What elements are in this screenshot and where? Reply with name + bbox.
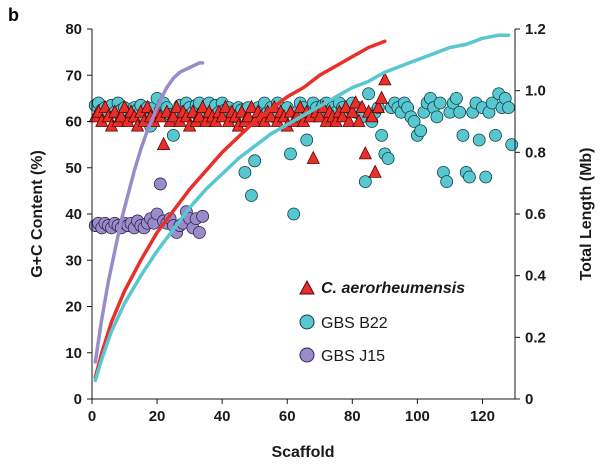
x-tick-label: 80 bbox=[344, 408, 361, 425]
point-gbs-b22 bbox=[248, 154, 262, 168]
y-tick-label: 80 bbox=[65, 21, 82, 38]
point-gbs-b22 bbox=[238, 165, 252, 179]
x-axis-title: Scaffold bbox=[271, 444, 334, 461]
data-points bbox=[88, 71, 519, 239]
point-gbs-b22 bbox=[375, 128, 388, 142]
point-c-aerorheumensis bbox=[244, 99, 259, 114]
point-c-aerorheumensis bbox=[241, 108, 255, 123]
point-gbs-b22 bbox=[407, 115, 421, 128]
cumulative-line-c-aerorheumensis bbox=[93, 39, 387, 380]
legend-marker-gbs-j15 bbox=[299, 347, 315, 363]
point-c-aerorheumensis bbox=[293, 99, 307, 114]
point-gbs-b22 bbox=[463, 170, 476, 184]
y-tick-label: 0 bbox=[74, 391, 82, 408]
point-c-aerorheumensis bbox=[166, 108, 180, 123]
cumulative-lines bbox=[93, 33, 511, 383]
point-gbs-b22 bbox=[450, 91, 463, 105]
x-ticks: 0 20 40 60 80 100 120 bbox=[88, 399, 495, 425]
y2-ticks: 0 0.2 0.4 0.6 0.8 1.0 1.2 bbox=[515, 21, 547, 408]
point-gbs-j15 bbox=[153, 177, 167, 191]
point-gbs-b22 bbox=[433, 96, 447, 110]
point-gbs-b22 bbox=[362, 87, 375, 101]
x-tick-label: 0 bbox=[88, 408, 96, 425]
point-c-aerorheumensis bbox=[378, 71, 392, 86]
y-axis-title: G+C Content (%) bbox=[29, 150, 46, 278]
point-c-aerorheumensis bbox=[264, 108, 278, 123]
point-c-aerorheumensis bbox=[374, 90, 389, 104]
legend-marker-c-aerorheumensis bbox=[299, 279, 315, 295]
point-gbs-b22 bbox=[453, 105, 467, 119]
point-c-aerorheumensis bbox=[192, 108, 207, 123]
y-ticks: 0 10 20 30 40 50 60 70 80 bbox=[65, 21, 92, 408]
point-gbs-b22 bbox=[358, 175, 372, 189]
point-c-aerorheumensis bbox=[117, 99, 132, 114]
point-gbs-b22 bbox=[502, 101, 515, 115]
point-c-aerorheumensis bbox=[306, 150, 320, 164]
point-gbs-b22 bbox=[440, 175, 454, 189]
point-c-aerorheumensis bbox=[169, 99, 184, 114]
x-tick-label: 100 bbox=[405, 408, 430, 425]
y2-tick-label: 0 bbox=[525, 391, 533, 408]
point-c-aerorheumensis bbox=[342, 113, 356, 127]
point-c-aerorheumensis bbox=[352, 113, 366, 127]
point-c-aerorheumensis bbox=[218, 99, 233, 114]
point-c-aerorheumensis bbox=[358, 145, 372, 160]
cumulative-line-gbs-b22 bbox=[93, 33, 511, 383]
point-c-aerorheumensis bbox=[339, 99, 353, 114]
x-tick-label: 40 bbox=[214, 408, 231, 425]
point-gbs-b22 bbox=[287, 207, 301, 221]
y-tick-label: 60 bbox=[65, 114, 82, 131]
point-gbs-b22 bbox=[381, 152, 395, 165]
point-gbs-b22 bbox=[430, 110, 444, 124]
x-tick-label: 120 bbox=[470, 408, 495, 425]
y2-tick-label: 1.0 bbox=[525, 83, 546, 100]
point-gbs-b22 bbox=[489, 128, 502, 142]
point-gbs-b22 bbox=[166, 128, 180, 142]
y2-tick-label: 1.2 bbox=[525, 21, 546, 38]
y-tick-label: 70 bbox=[65, 67, 82, 84]
point-gbs-b22 bbox=[505, 138, 519, 152]
point-gbs-b22 bbox=[479, 170, 493, 184]
point-gbs-b22 bbox=[300, 133, 314, 147]
point-gbs-b22 bbox=[245, 189, 258, 202]
point-c-aerorheumensis bbox=[156, 136, 171, 151]
point-c-aerorheumensis bbox=[365, 108, 379, 123]
point-c-aerorheumensis bbox=[345, 104, 359, 118]
y2-axis-title: Total Length (Mb) bbox=[578, 148, 595, 281]
y2-tick-label: 0.4 bbox=[525, 268, 547, 285]
y-tick-label: 10 bbox=[65, 345, 82, 362]
y-tick-label: 20 bbox=[65, 299, 82, 316]
panel-label: b bbox=[8, 5, 19, 25]
point-gbs-j15 bbox=[192, 226, 206, 239]
point-c-aerorheumensis bbox=[335, 108, 350, 123]
point-c-aerorheumensis bbox=[348, 95, 363, 109]
legend-label-gbs-b22: GBS B22 bbox=[321, 315, 388, 332]
point-gbs-b22 bbox=[414, 124, 428, 138]
point-gbs-j15 bbox=[196, 209, 210, 223]
cumulative-line-gbs-j15 bbox=[93, 61, 205, 364]
y2-tick-label: 0.6 bbox=[525, 206, 546, 223]
point-c-aerorheumensis bbox=[355, 99, 369, 114]
legend: C. aerorheumensis GBS B22 GBS J15 bbox=[299, 279, 465, 365]
legend-label-gbs-j15: GBS J15 bbox=[321, 348, 385, 365]
point-gbs-b22 bbox=[456, 128, 470, 142]
legend-marker-gbs-b22 bbox=[299, 314, 315, 330]
point-gbs-b22 bbox=[284, 147, 297, 161]
y2-tick-label: 0.2 bbox=[525, 329, 546, 346]
x-tick-label: 60 bbox=[279, 408, 296, 425]
x-tick-label: 20 bbox=[149, 408, 166, 425]
point-c-aerorheumensis bbox=[215, 108, 229, 123]
point-c-aerorheumensis bbox=[313, 108, 327, 123]
point-c-aerorheumensis bbox=[371, 99, 385, 114]
point-c-aerorheumensis bbox=[195, 99, 210, 114]
point-gbs-b22 bbox=[472, 133, 486, 147]
y-tick-label: 40 bbox=[65, 206, 82, 223]
y-tick-label: 50 bbox=[65, 160, 82, 177]
legend-label-c-aerorheumensis: C. aerorheumensis bbox=[321, 280, 465, 297]
y-tick-label: 30 bbox=[65, 252, 82, 269]
point-c-aerorheumensis bbox=[114, 108, 128, 123]
point-c-aerorheumensis bbox=[368, 164, 382, 178]
y2-tick-label: 0.8 bbox=[525, 144, 546, 161]
